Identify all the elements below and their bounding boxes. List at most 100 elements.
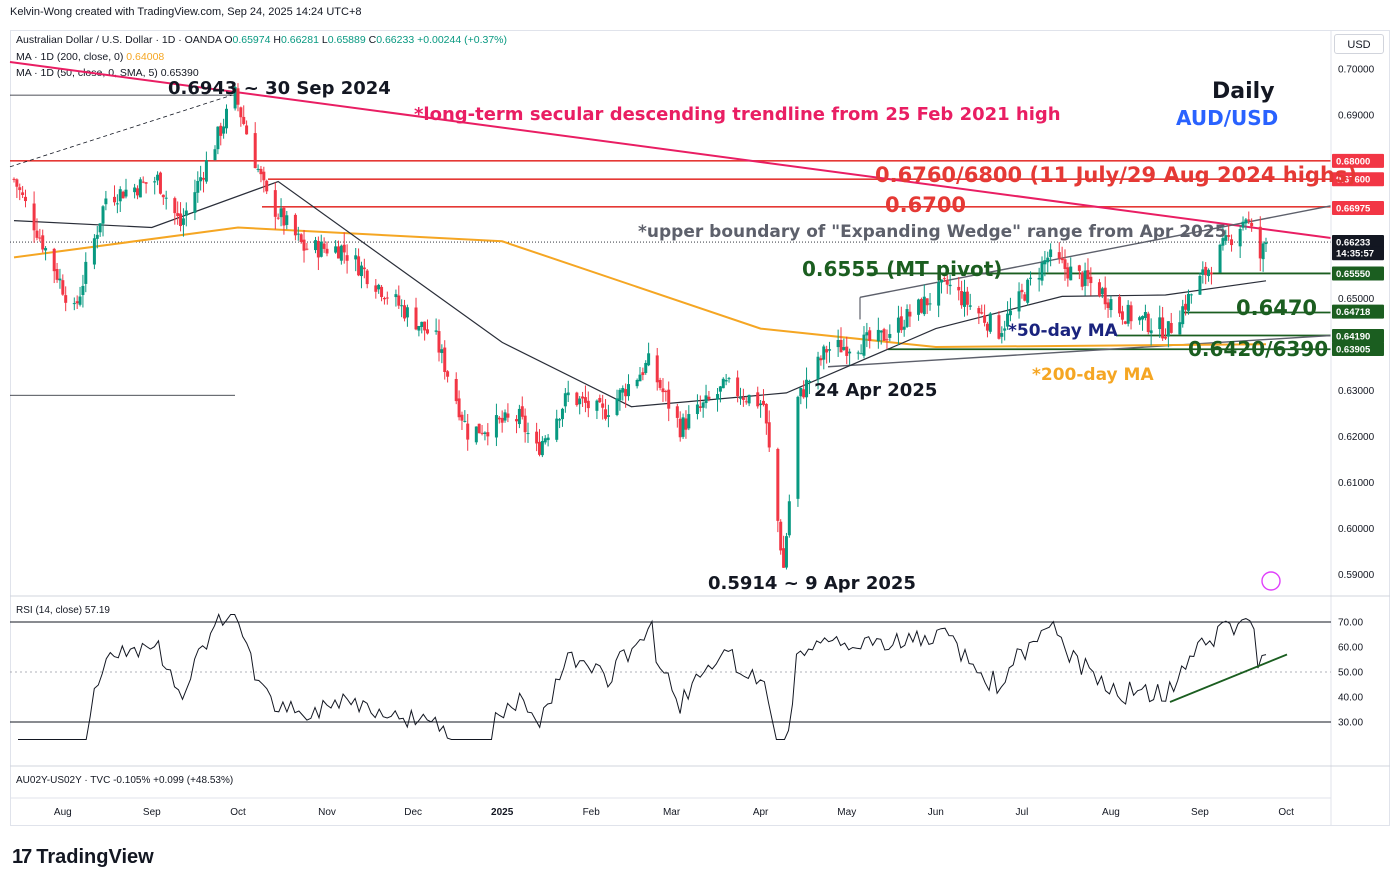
candle-body xyxy=(176,213,180,217)
candle-body xyxy=(644,362,648,373)
candle-body xyxy=(1138,317,1142,321)
ma200-legend[interactable]: MA · 1D (200, close, 0) 0.64008 xyxy=(16,51,164,63)
candle-body xyxy=(879,330,883,333)
candle-body xyxy=(523,415,527,433)
candle-body xyxy=(75,301,79,304)
candle-body xyxy=(253,133,257,169)
ma200-line xyxy=(13,226,1267,349)
candle-body xyxy=(796,396,800,499)
ohlc-close: 0.66233 xyxy=(376,34,415,46)
candle-body xyxy=(213,149,217,161)
candle-body xyxy=(365,270,369,285)
candle-body xyxy=(624,389,628,397)
candle-body xyxy=(1184,303,1188,310)
time-tick-label: Aug xyxy=(54,807,72,818)
candle-body xyxy=(687,414,691,429)
candle-body xyxy=(423,321,427,331)
candle-body xyxy=(581,396,585,399)
candle-body xyxy=(503,412,507,421)
candle-body xyxy=(224,108,228,129)
rsi-legend: RSI (14, close) 57.19 xyxy=(16,605,110,616)
price-tag-bg xyxy=(1332,266,1384,281)
candle-body xyxy=(164,197,168,199)
candle-body xyxy=(618,389,622,401)
candle-body xyxy=(1186,293,1190,311)
time-tick-label: Aug xyxy=(1102,807,1120,818)
candle-body xyxy=(1261,243,1265,260)
rsi-pane: 70.00 60.00 50.00 40.00 30.00 RSI (14, close)… xyxy=(10,595,1390,786)
candle-body xyxy=(983,315,987,323)
candle-body xyxy=(179,213,183,227)
candle-body xyxy=(856,352,860,354)
candle-body xyxy=(965,291,969,305)
candle-body xyxy=(239,107,243,118)
annotation-wedge: *upper boundary of "Expanding Wedge" ran… xyxy=(638,222,1227,242)
candle-body xyxy=(968,305,972,307)
candle-body xyxy=(81,285,85,296)
candle-body xyxy=(104,198,108,205)
candle-body xyxy=(621,388,625,393)
candle-body xyxy=(394,294,398,298)
price-axis: 0.700000.690000.680000.670000.660000.650… xyxy=(1330,30,1375,826)
candle-body xyxy=(675,406,679,418)
candle-body xyxy=(962,291,966,307)
price-tick-label: 0.70000 xyxy=(1338,64,1375,75)
candle-body xyxy=(1040,262,1044,281)
candle-body xyxy=(233,86,237,109)
candle-body xyxy=(486,432,490,437)
candle-body xyxy=(586,400,590,409)
candle-body xyxy=(822,346,826,360)
candle-body xyxy=(121,191,125,199)
candles-layer xyxy=(12,83,1268,570)
symbol-legend[interactable]: Australian Dollar / U.S. Dollar · 1D · O… xyxy=(16,34,507,46)
levels-layer xyxy=(10,94,1331,396)
candle-body xyxy=(799,387,803,397)
candle-body xyxy=(627,384,631,397)
rsi-tick-label: 40.00 xyxy=(1338,693,1363,704)
candle-body xyxy=(138,179,142,198)
candle-body xyxy=(199,177,203,182)
lightning-icon xyxy=(1261,571,1281,591)
ohlc-change: +0.00244 (+0.37%) xyxy=(417,34,507,46)
candle-body xyxy=(1026,279,1030,303)
rsi-tick-label: 70.00 xyxy=(1338,618,1363,629)
time-tick-label: Nov xyxy=(318,807,336,818)
time-tick-label: Mar xyxy=(663,807,681,818)
candle-body xyxy=(466,423,470,440)
candle-body xyxy=(336,246,340,259)
candle-body xyxy=(848,351,852,354)
candle-body xyxy=(1166,321,1170,337)
candle-body xyxy=(922,296,926,315)
candle-body xyxy=(457,398,461,418)
candle-body xyxy=(273,190,277,217)
candle-body xyxy=(1169,323,1173,333)
candle-body xyxy=(865,332,869,336)
rsi-tick-label: 30.00 xyxy=(1338,718,1363,729)
candle-body xyxy=(1003,328,1007,331)
candle-body xyxy=(997,315,1001,339)
candle-body xyxy=(377,284,381,290)
candle-body xyxy=(1083,270,1087,286)
time-tick-label: Jun xyxy=(928,807,944,818)
tradingview-logo[interactable]: 17 TradingView xyxy=(12,846,154,869)
candle-body xyxy=(38,237,42,239)
candle-body xyxy=(322,243,326,249)
currency-button[interactable]: USD xyxy=(1334,34,1384,54)
rsi-tick-label: 50.00 xyxy=(1338,668,1363,679)
candle-body xyxy=(414,307,418,330)
candle-body xyxy=(957,286,961,291)
candle-body xyxy=(825,349,829,353)
candle-body xyxy=(204,160,208,182)
price-tag-bg xyxy=(1332,328,1384,343)
candle-body xyxy=(1227,235,1231,237)
candle-body xyxy=(1000,333,1004,337)
candle-body xyxy=(736,377,740,397)
candle-body xyxy=(661,388,665,393)
candle-body xyxy=(385,297,389,299)
ma50-value: 0.65390 xyxy=(160,67,199,79)
candle-body xyxy=(21,192,25,195)
candle-body xyxy=(598,397,602,403)
candle-body xyxy=(515,419,519,422)
